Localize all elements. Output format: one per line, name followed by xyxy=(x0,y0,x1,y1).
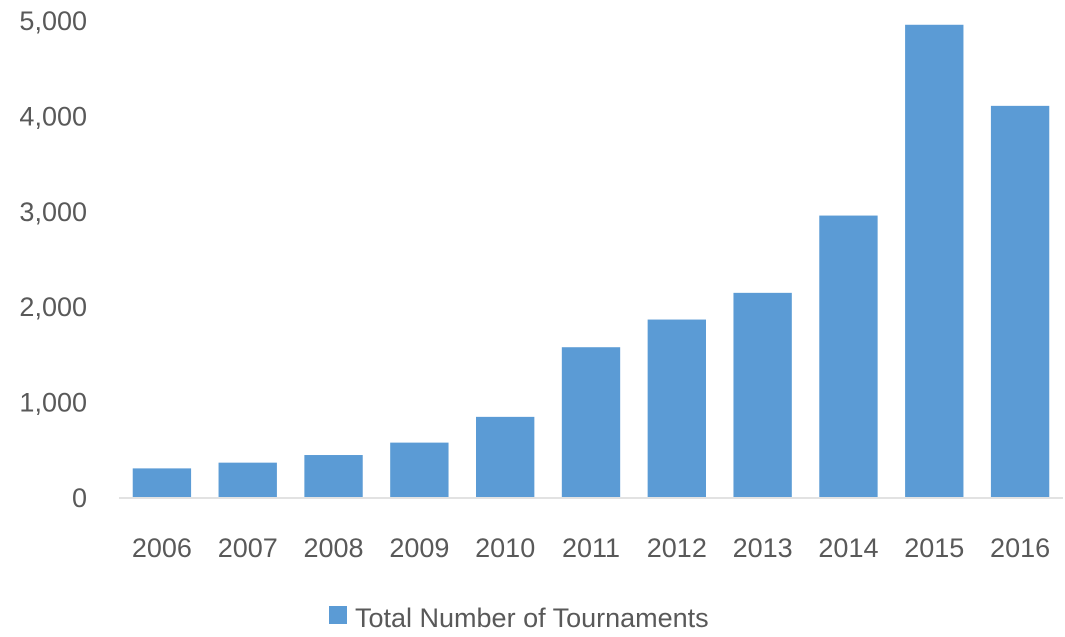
bar-2006 xyxy=(132,468,192,497)
x-tick-label: 2006 xyxy=(132,533,192,563)
x-tick-label: 2015 xyxy=(904,533,964,563)
y-tick-label: 5,000 xyxy=(19,6,87,36)
legend-swatch xyxy=(329,606,347,624)
x-tick-label: 2013 xyxy=(733,533,793,563)
x-tick-label: 2011 xyxy=(562,533,620,563)
bars xyxy=(132,24,1050,498)
x-tick-label: 2009 xyxy=(389,533,449,563)
x-tick-label: 2014 xyxy=(818,533,878,563)
y-tick-label: 0 xyxy=(72,483,87,513)
y-tick-label: 4,000 xyxy=(19,101,87,131)
bar-2011 xyxy=(561,347,621,497)
bar-2016 xyxy=(990,105,1050,498)
y-tick-label: 2,000 xyxy=(19,292,87,322)
x-tick-label: 2012 xyxy=(647,533,707,563)
bar-2007 xyxy=(218,462,277,497)
x-tick-label: 2008 xyxy=(304,533,364,563)
bar-2010 xyxy=(476,416,535,497)
bar-2014 xyxy=(819,215,878,497)
x-tick-label: 2016 xyxy=(990,533,1050,563)
y-tick-label: 1,000 xyxy=(19,388,87,418)
bar-2013 xyxy=(733,292,792,497)
bar-2008 xyxy=(304,455,363,497)
bar-2009 xyxy=(390,442,449,497)
y-tick-label: 3,000 xyxy=(19,197,87,227)
x-axis-tick-labels: 2006 2007 2008 2009 2010 2011 2012 2013 2014 2015… xyxy=(132,533,1050,563)
y-axis-tick-labels: 0 1,000 2,000 3,000 4,000 5,000 xyxy=(19,6,87,513)
legend-label: Total Number of Tournaments xyxy=(355,603,709,633)
legend: Total Number of Tournaments xyxy=(329,603,709,633)
bar-2012 xyxy=(647,319,706,497)
bar-2015 xyxy=(905,24,964,498)
x-tick-label: 2007 xyxy=(218,533,278,563)
x-tick-label: 2010 xyxy=(475,533,535,563)
